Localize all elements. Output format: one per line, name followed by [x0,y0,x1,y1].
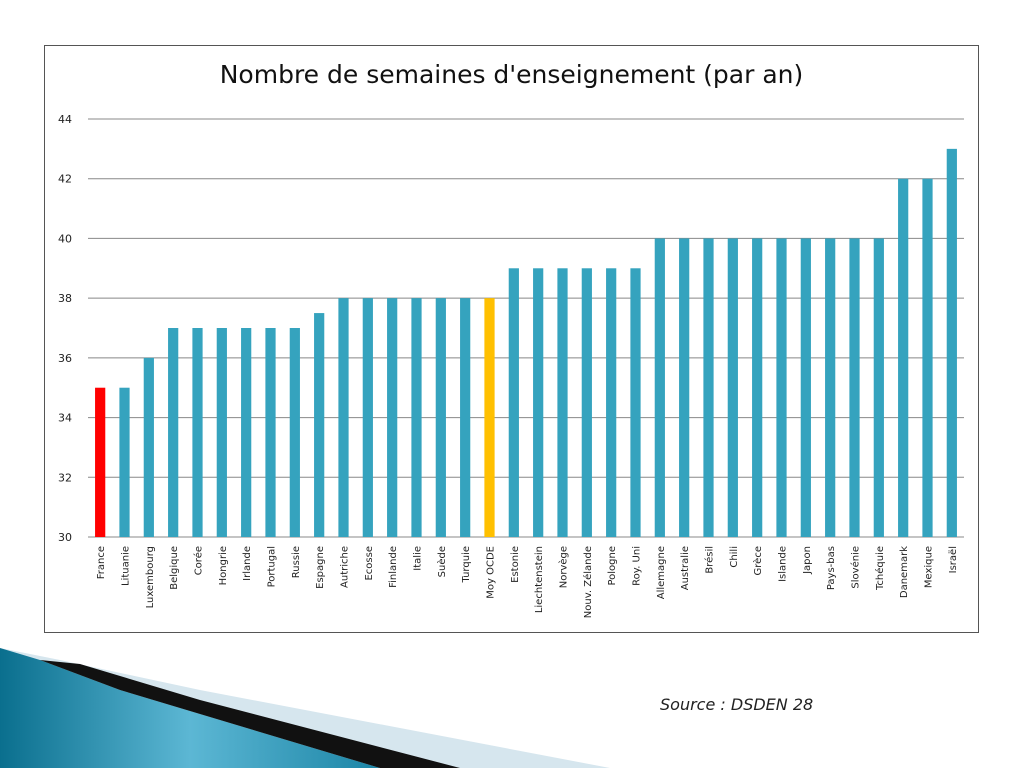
bar [314,313,325,537]
bar [265,328,276,537]
bar [168,328,179,537]
x-category-label: Luxembourg [145,546,156,608]
x-category-label: Nouv. Zélande [582,546,594,618]
x-category-label: Corée [193,546,205,575]
x-category-label: France [96,546,107,579]
x-category-label: Hongrie [218,546,229,585]
x-category-label: Irlande [242,546,253,581]
y-tick-label: 32 [58,471,72,484]
bar [216,328,227,537]
bar [922,178,933,537]
x-category-label: Russie [291,546,302,578]
x-category-label: Portugal [267,546,278,587]
bar [752,238,763,537]
bar [849,238,860,537]
grid-lines [88,118,964,538]
y-axis-ticks: 30 32 34 36 38 40 42 44 [58,113,72,544]
y-tick-label: 38 [58,292,72,305]
bars [95,148,957,537]
bar [873,238,884,537]
x-category-label: Autriche [340,546,351,588]
bar [435,298,446,537]
x-category-label: Italie [413,546,424,571]
y-tick-label: 44 [58,113,72,126]
x-category-label: Mexique [924,546,935,588]
y-tick-label: 42 [58,173,72,186]
bar [630,268,641,537]
x-category-label: Finlande [388,546,399,588]
x-category-label: Pays-bas [826,546,837,590]
bar [143,357,154,537]
bar [800,238,811,537]
bar [411,298,422,537]
x-category-label: Israël [948,546,959,573]
x-category-label: Belgique [169,546,180,590]
bar [362,298,373,537]
bar [654,238,665,537]
bar [557,268,568,537]
bar [460,298,471,537]
source-note: Source : DSDEN 28 [660,695,814,714]
x-category-label: Japon [802,546,813,575]
x-category-label: Slovénie [850,546,862,589]
bar [387,298,398,537]
x-category-label: Norvège [558,546,570,588]
y-tick-label: 40 [58,232,72,245]
x-category-label: Brésil [704,546,716,574]
bar [825,238,836,537]
chart-title: Nombre de semaines d'enseignement (par a… [219,60,804,89]
x-category-label: Tchéquie [874,546,886,591]
x-category-label: Allemagne [656,546,667,599]
x-category-label: Liechtenstein [534,546,545,613]
x-category-label: Australie [680,546,691,590]
bar [119,387,130,537]
x-category-label: Pologne [607,546,618,586]
bar [946,148,957,537]
bar [95,387,106,537]
x-category-label: Turquie [461,546,472,583]
y-tick-label: 34 [58,412,72,425]
y-tick-label: 30 [58,531,72,544]
bar [508,268,519,537]
bar [338,298,349,537]
bar [192,328,203,537]
bar [727,238,738,537]
x-category-label: Grèce [752,546,764,575]
y-tick-label: 36 [58,352,72,365]
x-category-label: Chili [729,546,740,568]
x-category-label: Ecosse [364,546,375,581]
x-category-label: Danemark [899,546,910,598]
bar [679,238,690,537]
bar [581,268,592,537]
x-axis-labels: France Lituanie Luxembourg Belgique Corée Hon… [96,546,959,618]
x-category-label: Roy. Uni [632,546,643,586]
x-category-label: Moy OCDE [486,546,497,599]
x-category-label: Lituanie [121,546,132,586]
bar [241,328,252,537]
bar [776,238,787,537]
bar [703,238,714,537]
bar [484,298,495,537]
x-category-label: Espagne [315,546,326,589]
x-category-label: Estonie [510,546,521,583]
bar [289,328,300,537]
bar [606,268,617,537]
x-category-label: Islande [778,546,789,582]
x-category-label: Suède [436,546,448,577]
bar [533,268,544,537]
bar [898,178,909,537]
